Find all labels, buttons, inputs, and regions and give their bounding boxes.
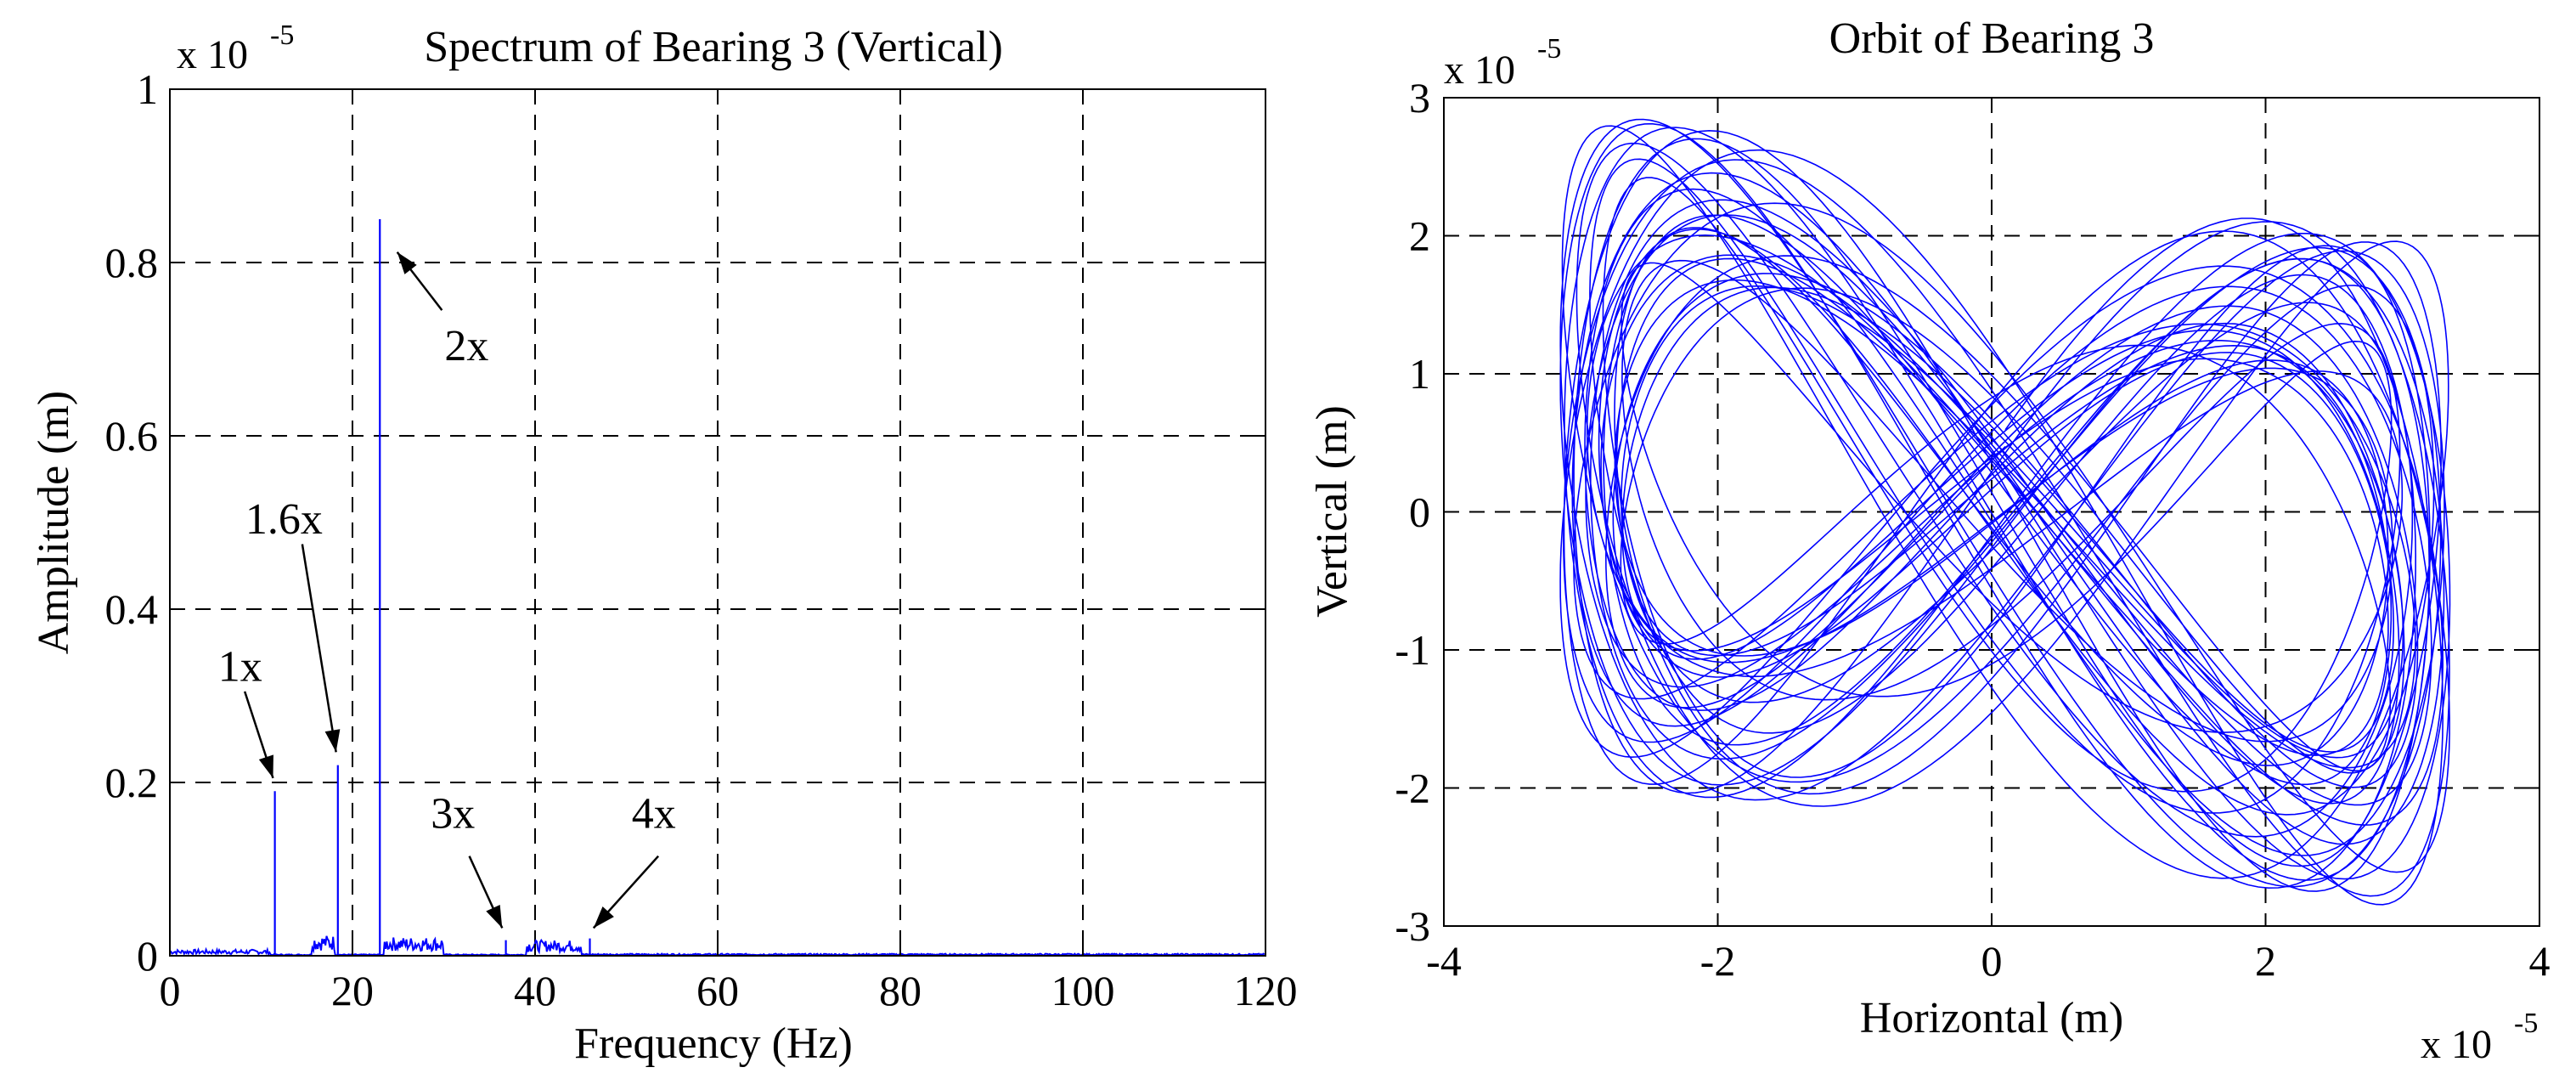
spectrum-x-tick-label: 60 bbox=[696, 967, 739, 1014]
orbit-y-label: Vertical (m) bbox=[1308, 405, 1356, 618]
spectrum-y-tick-label: 0.6 bbox=[105, 412, 159, 460]
spectrum-y-exponent-power: -5 bbox=[270, 20, 294, 51]
spectrum-y-tick-label: 0 bbox=[137, 932, 158, 980]
spectrum-title: Spectrum of Bearing 3 (Vertical) bbox=[424, 23, 1003, 71]
orbit-chart: -4 -2 0 2 4 -3 -2 -1 0 1 2 3 Orbit of Bearing 3 Hor… bbox=[1308, 14, 2551, 1067]
spectrum-chart: 0 20 40 60 80 100 120 0 0.2 0.4 0.6 0.8 1 1x 1.6x 2x 3x… bbox=[30, 20, 1298, 1068]
orbit-x-tick-label: -2 bbox=[1700, 937, 1736, 985]
annotation-arrow-head-1.6x bbox=[324, 729, 341, 753]
orbit-x-tick-label: 2 bbox=[2255, 937, 2276, 985]
spectrum-x-tick-label: 0 bbox=[160, 967, 181, 1014]
orbit-y-tick-label: 0 bbox=[1409, 489, 1430, 536]
orbit-trajectory bbox=[1559, 118, 2451, 906]
orbit-ticks: -4 -2 0 2 4 -3 -2 -1 0 1 2 3 bbox=[1395, 74, 2550, 985]
orbit-title: Orbit of Bearing 3 bbox=[1829, 14, 2155, 63]
spectrum-x-label: Frequency (Hz) bbox=[574, 1019, 853, 1068]
orbit-y-tick-label: -2 bbox=[1395, 765, 1430, 812]
annotation-arrow-head-4x bbox=[593, 906, 614, 929]
annotation-label-1x: 1x bbox=[218, 642, 262, 691]
orbit-x-exponent-label: x 10 bbox=[2421, 1022, 2492, 1067]
spectrum-x-tick-label: 100 bbox=[1051, 967, 1115, 1014]
spectrum-x-tick-label: 20 bbox=[331, 967, 374, 1014]
orbit-x-tick-label: 4 bbox=[2529, 937, 2551, 985]
spectrum-y-tick-label: 0.4 bbox=[105, 585, 159, 633]
orbit-series bbox=[1559, 118, 2451, 906]
spectrum-ticks: 0 20 40 60 80 100 120 0 0.2 0.4 0.6 0.8 1 bbox=[105, 65, 1298, 1014]
annotation-label-2x: 2x bbox=[444, 322, 488, 370]
orbit-x-exponent-power: -5 bbox=[2514, 1008, 2538, 1039]
spectrum-y-label: Amplitude (m) bbox=[30, 391, 78, 655]
orbit-y-tick-label: 1 bbox=[1409, 350, 1430, 398]
spectrum-x-tick-label: 40 bbox=[514, 967, 556, 1014]
orbit-y-tick-label: 3 bbox=[1409, 74, 1430, 121]
spectrum-x-tick-label: 120 bbox=[1234, 967, 1298, 1014]
annotation-label-1.6x: 1.6x bbox=[245, 495, 323, 544]
orbit-y-tick-label: -3 bbox=[1395, 902, 1430, 950]
annotation-label-3x: 3x bbox=[431, 790, 475, 839]
annotation-arrow-head-2x bbox=[397, 251, 417, 274]
annotation-label-4x: 4x bbox=[632, 790, 676, 839]
spectrum-x-tick-label: 80 bbox=[879, 967, 922, 1014]
annotation-arrow-head-3x bbox=[486, 904, 503, 929]
annotation-arrow-shaft-1.6x bbox=[301, 544, 337, 753]
orbit-y-exponent-label: x 10 bbox=[1444, 48, 1515, 93]
spectrum-annotations: 1x 1.6x 2x 3x 4x bbox=[218, 251, 676, 929]
spectrum-grid bbox=[170, 89, 1265, 956]
spectrum-y-exponent-label: x 10 bbox=[177, 32, 248, 77]
orbit-x-tick-label: 0 bbox=[1981, 937, 2003, 985]
spectrum-y-tick-label: 1 bbox=[137, 65, 158, 113]
orbit-y-tick-label: 2 bbox=[1409, 212, 1430, 260]
orbit-y-exponent-power: -5 bbox=[1537, 33, 1561, 65]
orbit-x-tick-label: -4 bbox=[1426, 937, 1462, 985]
annotation-arrow-head-1x bbox=[258, 754, 273, 778]
orbit-x-label: Horizontal (m) bbox=[1860, 994, 2123, 1042]
orbit-y-tick-label: -1 bbox=[1395, 626, 1430, 674]
spectrum-y-tick-label: 0.2 bbox=[105, 759, 159, 806]
spectrum-y-tick-label: 0.8 bbox=[105, 239, 159, 286]
